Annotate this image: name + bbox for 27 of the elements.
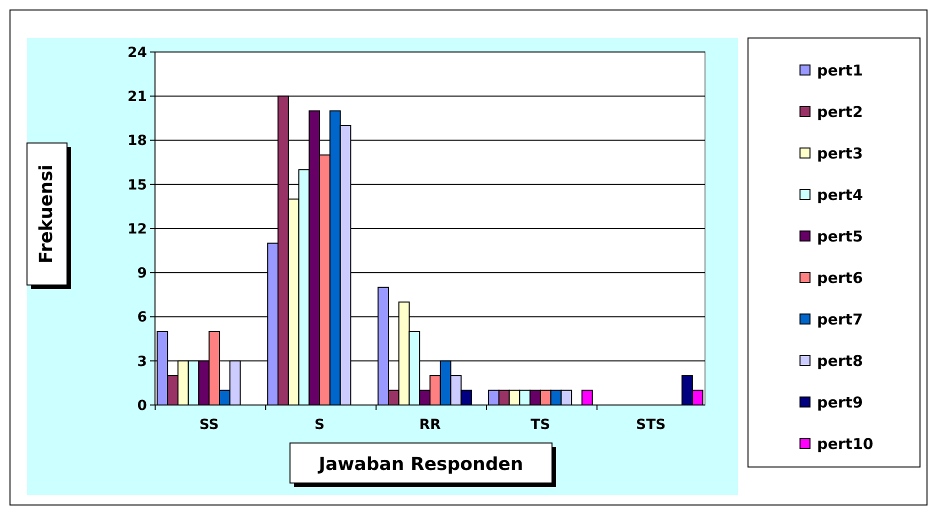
y-tick-label: 15 xyxy=(128,177,147,194)
y-tick-label: 18 xyxy=(128,133,147,150)
legend-label: pert10 xyxy=(817,434,874,453)
y-tick-label: 6 xyxy=(137,310,147,326)
legend-label: pert4 xyxy=(817,186,863,204)
bar xyxy=(581,390,593,406)
x-axis-title: Jawaban Responden xyxy=(316,454,524,475)
legend-label: pert9 xyxy=(817,393,863,412)
y-tick-label: 3 xyxy=(137,354,147,370)
legend-label: pert1 xyxy=(817,61,863,80)
legend-label: pert2 xyxy=(817,102,863,121)
legend-label: pert8 xyxy=(817,352,863,370)
legend-label: pert6 xyxy=(817,268,863,287)
x-tick-label: S xyxy=(314,417,325,433)
y-tick-label: 9 xyxy=(137,266,147,282)
y-axis-title: Frekuensi xyxy=(36,164,57,264)
y-tick-label: 24 xyxy=(128,44,148,61)
x-tick-label: STS xyxy=(636,417,666,433)
x-tick-label: SS xyxy=(199,417,219,433)
y-tick-label: 21 xyxy=(128,89,147,106)
x-tick-label: RR xyxy=(419,417,441,433)
legend-label: pert3 xyxy=(817,144,863,162)
x-tick-label: TS xyxy=(530,417,550,433)
y-tick-label: 12 xyxy=(128,221,147,238)
legend-label: pert5 xyxy=(817,227,863,246)
legend-label: pert7 xyxy=(817,310,863,328)
y-tick-label: 0 xyxy=(137,398,148,414)
